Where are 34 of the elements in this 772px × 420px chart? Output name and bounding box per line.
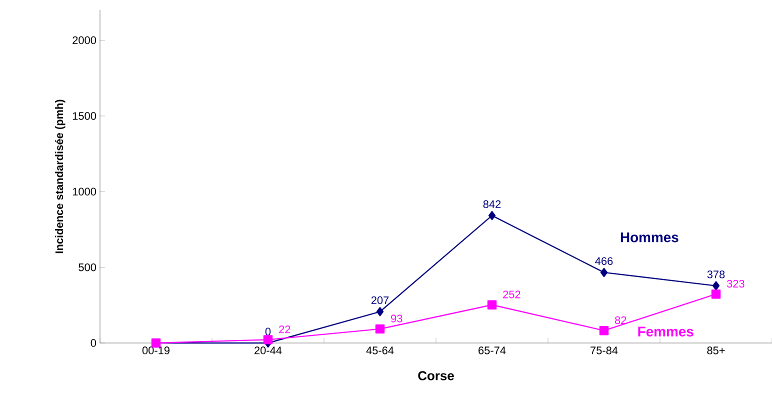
x-tick-label: 00-19 [142,346,170,354]
point [712,281,720,290]
y-tick-label: 1500 [72,112,96,120]
series-label: Femmes [638,326,694,336]
x-tick-label: 85+ [707,346,725,354]
point [376,307,384,316]
data-label: 207 [371,296,389,304]
y-tick-label: 2000 [72,36,96,44]
x-tick-label: 75-84 [590,346,618,354]
point [599,326,609,336]
data-label: 93 [391,314,402,322]
y-axis-title: Incidence standardisée (pmh) [54,100,66,254]
point [711,290,721,299]
x-tick-label: 20-44 [254,346,282,354]
point [600,268,608,278]
data-label: 466 [595,257,613,265]
point [487,300,497,310]
point [375,324,385,334]
data-label: 842 [483,200,501,208]
x-tick-label: 45-64 [366,346,394,354]
point [263,335,273,344]
point [488,210,496,220]
data-label: 0 [265,328,271,336]
data-label: 378 [707,270,725,278]
data-label: 82 [614,316,626,324]
data-label: 252 [503,290,520,298]
data-label: 22 [279,326,290,334]
x-tick-label: 65-74 [478,346,506,354]
data-label: 323 [726,280,744,288]
y-tick-label: 0 [90,339,96,347]
x-axis-title: Corse [418,371,454,380]
y-tick-label: 1000 [72,188,96,196]
y-tick-label: 500 [78,263,96,272]
text: Hommes [620,232,678,242]
